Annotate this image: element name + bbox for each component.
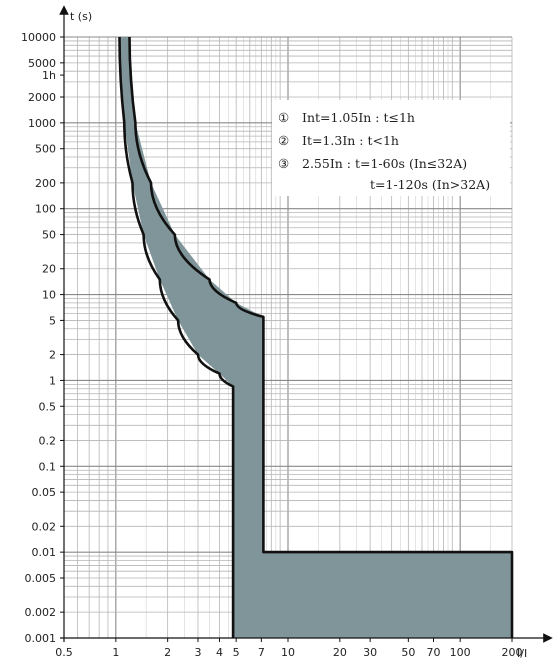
y-tick-label: 0.005 — [25, 572, 57, 585]
y-tick-label: 0.2 — [39, 434, 57, 447]
lower-trip-curve — [118, 36, 235, 638]
trip-band — [118, 36, 514, 638]
x-tick-label: 5 — [233, 646, 240, 659]
x-tick-label: 70 — [427, 646, 441, 659]
y-tick-label: 100 — [35, 203, 56, 216]
axes: t (s) I/I — [59, 5, 553, 660]
y-tick-label: 2 — [49, 349, 56, 362]
x-tick-label: 10 — [281, 646, 295, 659]
y-tick-label: 5000 — [28, 57, 56, 70]
y-tick-label: 0.1 — [39, 460, 57, 473]
x-tick-label: 200 — [502, 646, 523, 659]
y-tick-label: 0.001 — [25, 632, 57, 645]
trip-band-fill — [119, 37, 512, 638]
x-tick-label: 7 — [258, 646, 265, 659]
legend-marker: ① — [278, 110, 289, 125]
y-tick-label: 0.01 — [32, 546, 57, 559]
y-tick-label: 0.5 — [39, 400, 57, 413]
x-tick-label: 20 — [333, 646, 347, 659]
y-axis-title: t (s) — [70, 10, 92, 23]
legend-entry: t=1-120s (In>32A) — [370, 177, 490, 192]
x-tick-label: 1 — [112, 646, 119, 659]
legend-entry: It=1.3In : t<1h — [302, 133, 399, 148]
x-tick-label: 0.5 — [55, 646, 73, 659]
y-tick-label: 5 — [49, 314, 56, 327]
y-tick-label: 1 — [49, 374, 56, 387]
legend: ① Int=1.05In : t≤1h ② It=1.3In : t<1h ③ 2.55I… — [272, 100, 510, 196]
y-tick-label: 1000 — [28, 117, 56, 130]
legend-box — [272, 100, 510, 196]
x-tick-label: 2 — [164, 646, 171, 659]
x-tick-label: 4 — [216, 646, 223, 659]
y-tick-label: 20 — [42, 263, 56, 276]
x-axis-title: I/I — [517, 647, 527, 660]
y-tick-label: 0.002 — [25, 606, 57, 619]
y-tick-label: 10000 — [21, 31, 56, 44]
legend-marker: ② — [278, 133, 289, 148]
upper-trip-curve — [128, 36, 514, 638]
legend-entry: 2.55In : t=1-60s (In≤32A) — [302, 156, 467, 171]
x-tick-label: 3 — [194, 646, 201, 659]
y-tick-label: 500 — [35, 143, 56, 156]
y-tick-label: 50 — [42, 229, 56, 242]
x-tick-label: 100 — [450, 646, 471, 659]
y-tick-label: 10 — [42, 289, 56, 302]
x-tick-label: 50 — [401, 646, 415, 659]
x-tick-label: 30 — [363, 646, 377, 659]
y-tick-label: 0.05 — [32, 486, 57, 499]
y-tick-label: 0.02 — [32, 520, 57, 533]
legend-marker: ③ — [278, 156, 289, 171]
y-tick-label: 2000 — [28, 91, 56, 104]
y-tick-label: 1h — [42, 69, 56, 82]
y-tick-label: 200 — [35, 177, 56, 190]
legend-entry: Int=1.05In : t≤1h — [302, 110, 415, 125]
